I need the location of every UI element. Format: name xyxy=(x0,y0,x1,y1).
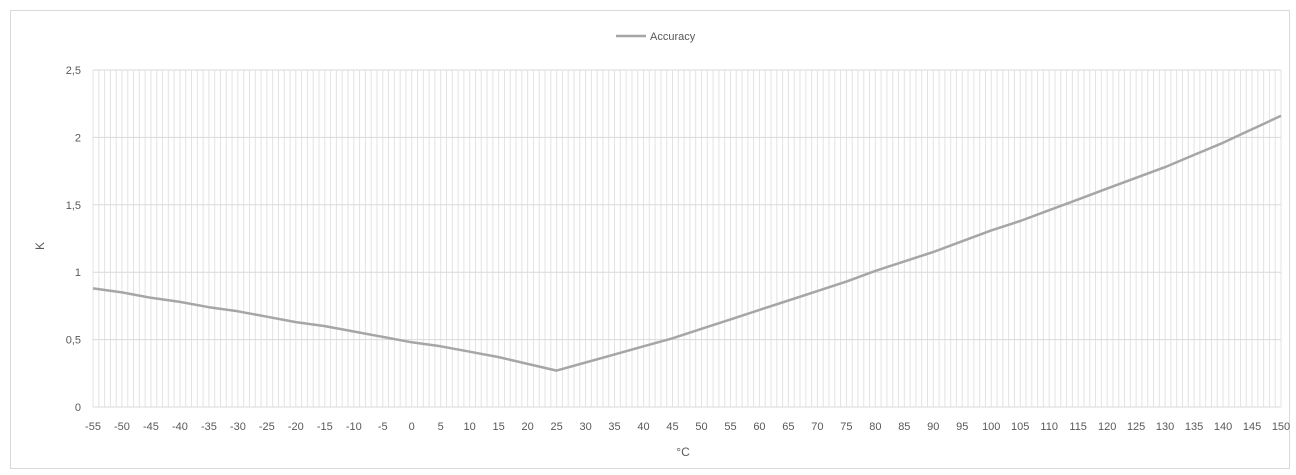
y-tick-label: 1,5 xyxy=(66,200,81,212)
x-tick-label: 100 xyxy=(982,421,1000,433)
x-tick-label: 55 xyxy=(724,421,736,433)
x-tick-label: 35 xyxy=(608,421,620,433)
x-tick-label: -5 xyxy=(378,421,388,433)
x-tick-label: 0 xyxy=(409,421,415,433)
series-lines xyxy=(92,114,1282,372)
y-tick-label: 1 xyxy=(75,267,81,279)
x-tick-label: 110 xyxy=(1040,421,1058,433)
line-chart: 00,511,522,5-55 -50 -45 -40 -35 -30 -25 -20 -15-… xyxy=(33,31,1290,459)
x-tick-label: 50 xyxy=(695,421,707,433)
y-tick-label: 0 xyxy=(75,402,81,414)
x-tick-label: -20 xyxy=(288,421,304,433)
x-tick-label: 5 xyxy=(438,421,444,433)
x-tick-label: 40 xyxy=(637,421,649,433)
chart-frame: 0 0,5 1 1,5 2 2,5 -55 -50 -45 -40 -35 -30 -25 -20 -15-… xyxy=(10,10,1290,469)
y-tick-label: 2,5 xyxy=(66,65,81,77)
x-tick-label: 25 xyxy=(550,421,562,433)
x-tick-label: -35 xyxy=(201,421,217,433)
y-tick-label: 2 xyxy=(75,132,81,144)
x-tick-label: 15 xyxy=(493,421,505,433)
x-tick-label: 75 xyxy=(840,421,852,433)
x-tick-label: -55 xyxy=(85,421,101,433)
y-axis-title: K xyxy=(33,242,47,250)
x-tick-label: 125 xyxy=(1127,421,1145,433)
x-tick-label: 150 xyxy=(1272,421,1290,433)
gridlines xyxy=(92,69,1282,408)
x-tick-label: 130 xyxy=(1156,421,1174,433)
x-tick-label: -50 xyxy=(114,421,130,433)
x-tick-label: 135 xyxy=(1185,421,1203,433)
x-tick-label: -15 xyxy=(317,421,333,433)
series-line-accuracy xyxy=(92,114,1282,372)
x-tick-label: 60 xyxy=(753,421,765,433)
x-tick-label: 45 xyxy=(666,421,678,433)
x-tick-label: 90 xyxy=(927,421,939,433)
x-tick-label: 85 xyxy=(898,421,910,433)
x-tick-label: -30 xyxy=(230,421,246,433)
x-tick-label: 140 xyxy=(1214,421,1232,433)
x-tick-label: 20 xyxy=(522,421,534,433)
x-tick-label: 120 xyxy=(1098,421,1116,433)
x-tick-label: -45 xyxy=(143,421,159,433)
x-tick-label: -10 xyxy=(346,421,362,433)
x-tick-label: -40 xyxy=(172,421,188,433)
x-tick-label: -25 xyxy=(259,421,275,433)
legend-label-accuracy: Accuracy xyxy=(650,31,696,43)
axes: 00,511,522,5-55 -50 -45 -40 -35 -30 -25 -20 -15-… xyxy=(66,65,1290,433)
x-tick-label: 30 xyxy=(579,421,591,433)
x-tick-label: 65 xyxy=(782,421,794,433)
x-tick-label: 70 xyxy=(811,421,823,433)
x-tick-label: 80 xyxy=(869,421,881,433)
x-tick-label: 115 xyxy=(1069,421,1087,433)
legend: Accuracy xyxy=(616,31,696,43)
x-tick-label: 10 xyxy=(464,421,476,433)
x-tick-label: 95 xyxy=(956,421,968,433)
x-tick-label: 105 xyxy=(1011,421,1029,433)
x-axis-title: °C xyxy=(676,445,690,459)
y-tick-label: 0,5 xyxy=(66,335,81,347)
x-tick-label: 145 xyxy=(1243,421,1261,433)
